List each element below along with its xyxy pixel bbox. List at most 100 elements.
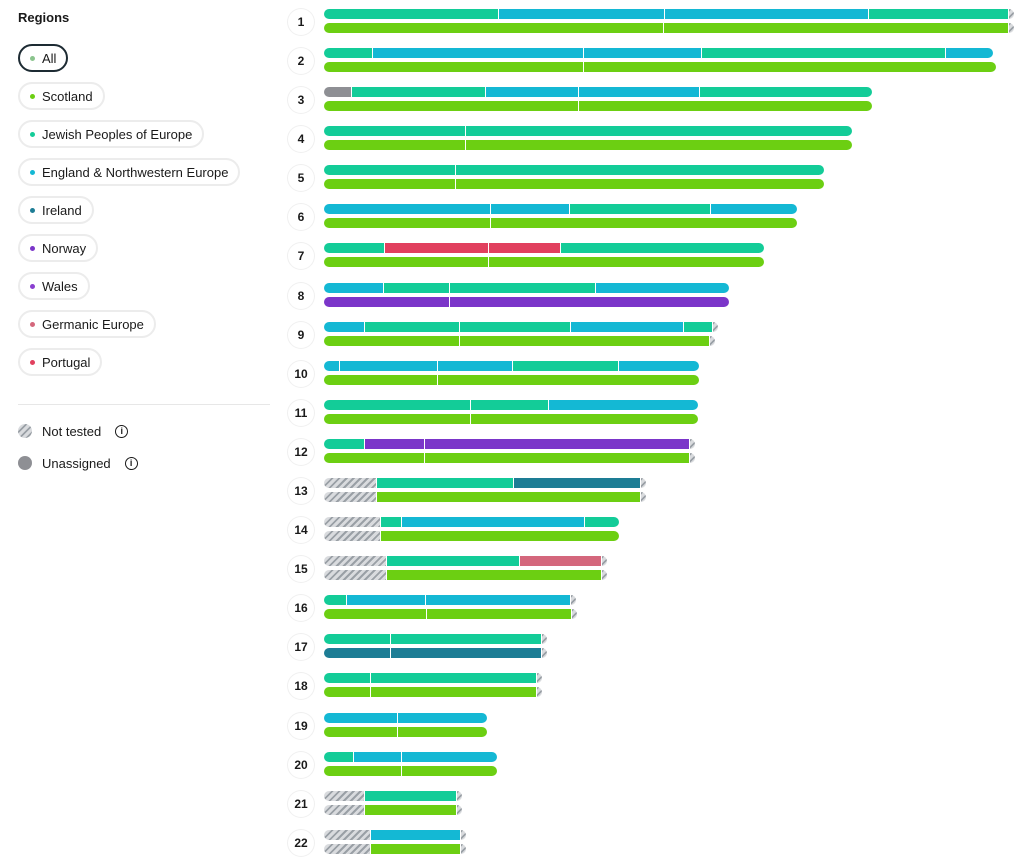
scotland-segment[interactable] bbox=[401, 766, 497, 776]
scotland-segment[interactable] bbox=[324, 453, 424, 463]
scotland-segment[interactable] bbox=[324, 687, 370, 697]
scotland-segment[interactable] bbox=[465, 140, 852, 150]
chromosome-14-copy-1-bar[interactable] bbox=[324, 517, 619, 527]
chromosome-5-copy-1-bar[interactable] bbox=[324, 165, 824, 175]
chromosome-20-copy-1-bar[interactable] bbox=[324, 752, 497, 762]
chromosome-21-copy-1-bar[interactable] bbox=[324, 791, 462, 801]
cap-segment[interactable] bbox=[536, 687, 542, 697]
chromosome-12-copy-1-bar[interactable] bbox=[324, 439, 695, 449]
chromosome-17-copy-2-bar[interactable] bbox=[324, 648, 547, 658]
hatched-segment[interactable] bbox=[324, 830, 370, 840]
chromosome-6-copy-2-bar[interactable] bbox=[324, 218, 797, 228]
england-segment[interactable] bbox=[401, 517, 584, 527]
hatched-segment[interactable] bbox=[324, 517, 380, 527]
hatched-segment[interactable] bbox=[324, 531, 380, 541]
jewish-segment[interactable] bbox=[584, 517, 619, 527]
jewish-segment[interactable] bbox=[383, 283, 449, 293]
portugal-segment[interactable] bbox=[488, 243, 560, 253]
chromosome-2-copy-1-bar[interactable] bbox=[324, 48, 993, 58]
chromosome-1-copy-1-bar[interactable] bbox=[324, 9, 1014, 19]
chromosome-4-copy-2-bar[interactable] bbox=[324, 140, 852, 150]
ireland-segment[interactable] bbox=[513, 478, 640, 488]
england-segment[interactable] bbox=[664, 9, 868, 19]
scotland-segment[interactable] bbox=[324, 179, 455, 189]
jewish-segment[interactable] bbox=[324, 752, 353, 762]
scotland-segment[interactable] bbox=[583, 62, 996, 72]
norway-segment[interactable] bbox=[364, 439, 424, 449]
england-segment[interactable] bbox=[548, 400, 698, 410]
norway-segment[interactable] bbox=[449, 297, 729, 307]
filter-england-northwestern-europe[interactable]: England & Northwestern Europe bbox=[18, 158, 241, 186]
jewish-segment[interactable] bbox=[470, 400, 548, 410]
jewish-segment[interactable] bbox=[324, 595, 346, 605]
chromosome-2-copy-2-bar[interactable] bbox=[324, 62, 996, 72]
chromosome-9-copy-1-bar[interactable] bbox=[324, 322, 718, 332]
jewish-segment[interactable] bbox=[324, 439, 364, 449]
scotland-segment[interactable] bbox=[380, 531, 619, 541]
england-segment[interactable] bbox=[595, 283, 729, 293]
scotland-segment[interactable] bbox=[459, 336, 709, 346]
england-segment[interactable] bbox=[425, 595, 570, 605]
hatched-segment[interactable] bbox=[324, 570, 386, 580]
cap-segment[interactable] bbox=[460, 830, 466, 840]
chromosome-13-copy-1-bar[interactable] bbox=[324, 478, 646, 488]
scotland-segment[interactable] bbox=[424, 453, 689, 463]
chromosome-16-copy-2-bar[interactable] bbox=[324, 609, 577, 619]
chromosome-18-copy-2-bar[interactable] bbox=[324, 687, 542, 697]
england-segment[interactable] bbox=[578, 87, 699, 97]
jewish-segment[interactable] bbox=[449, 283, 595, 293]
chromosome-1-copy-2-bar[interactable] bbox=[324, 23, 1014, 33]
england-segment[interactable] bbox=[346, 595, 425, 605]
chromosome-10-copy-1-bar[interactable] bbox=[324, 361, 699, 371]
scotland-segment[interactable] bbox=[488, 257, 764, 267]
scotland-segment[interactable] bbox=[578, 101, 872, 111]
chromosome-22-copy-1-bar[interactable] bbox=[324, 830, 466, 840]
chromosome-14-copy-2-bar[interactable] bbox=[324, 531, 619, 541]
jewish-segment[interactable] bbox=[699, 87, 872, 97]
hatched-segment[interactable] bbox=[324, 556, 386, 566]
cap-segment[interactable] bbox=[571, 609, 577, 619]
chromosome-22-copy-2-bar[interactable] bbox=[324, 844, 466, 854]
chromosome-6-copy-1-bar[interactable] bbox=[324, 204, 797, 214]
jewish-segment[interactable] bbox=[569, 204, 710, 214]
chromosome-20-copy-2-bar[interactable] bbox=[324, 766, 497, 776]
info-icon[interactable]: i bbox=[115, 424, 129, 438]
chromosome-3-copy-2-bar[interactable] bbox=[324, 101, 872, 111]
hatched-segment[interactable] bbox=[324, 478, 376, 488]
chromosome-4-copy-1-bar[interactable] bbox=[324, 126, 852, 136]
scotland-segment[interactable] bbox=[470, 414, 698, 424]
england-segment[interactable] bbox=[372, 48, 583, 58]
filter-all[interactable]: All bbox=[18, 44, 69, 72]
scotland-segment[interactable] bbox=[324, 766, 401, 776]
chromosome-3-copy-1-bar[interactable] bbox=[324, 87, 872, 97]
chromosome-5-copy-2-bar[interactable] bbox=[324, 179, 824, 189]
cap-segment[interactable] bbox=[640, 492, 646, 502]
unassigned-segment[interactable] bbox=[324, 87, 351, 97]
chromosome-17-copy-1-bar[interactable] bbox=[324, 634, 547, 644]
scotland-segment[interactable] bbox=[324, 218, 490, 228]
scotland-segment[interactable] bbox=[324, 257, 488, 267]
england-segment[interactable] bbox=[339, 361, 437, 371]
england-segment[interactable] bbox=[498, 9, 664, 19]
scotland-segment[interactable] bbox=[324, 336, 459, 346]
filter-norway[interactable]: Norway bbox=[18, 234, 99, 262]
scotland-segment[interactable] bbox=[364, 805, 456, 815]
filter-scotland[interactable]: Scotland bbox=[18, 82, 105, 110]
chromosome-12-copy-2-bar[interactable] bbox=[324, 453, 695, 463]
scotland-segment[interactable] bbox=[370, 687, 536, 697]
england-segment[interactable] bbox=[324, 283, 383, 293]
hatched-segment[interactable] bbox=[324, 791, 364, 801]
jewish-segment[interactable] bbox=[370, 673, 536, 683]
england-segment[interactable] bbox=[353, 752, 401, 762]
jewish-segment[interactable] bbox=[376, 478, 513, 488]
cap-segment[interactable] bbox=[541, 648, 547, 658]
portugal-segment[interactable] bbox=[384, 243, 488, 253]
england-segment[interactable] bbox=[397, 713, 487, 723]
hatched-segment[interactable] bbox=[324, 492, 376, 502]
jewish-segment[interactable] bbox=[701, 48, 945, 58]
jewish-segment[interactable] bbox=[455, 165, 824, 175]
hatched-segment[interactable] bbox=[324, 805, 364, 815]
filter-germanic-europe[interactable]: Germanic Europe bbox=[18, 310, 156, 338]
scotland-segment[interactable] bbox=[324, 375, 437, 385]
scotland-segment[interactable] bbox=[324, 727, 397, 737]
